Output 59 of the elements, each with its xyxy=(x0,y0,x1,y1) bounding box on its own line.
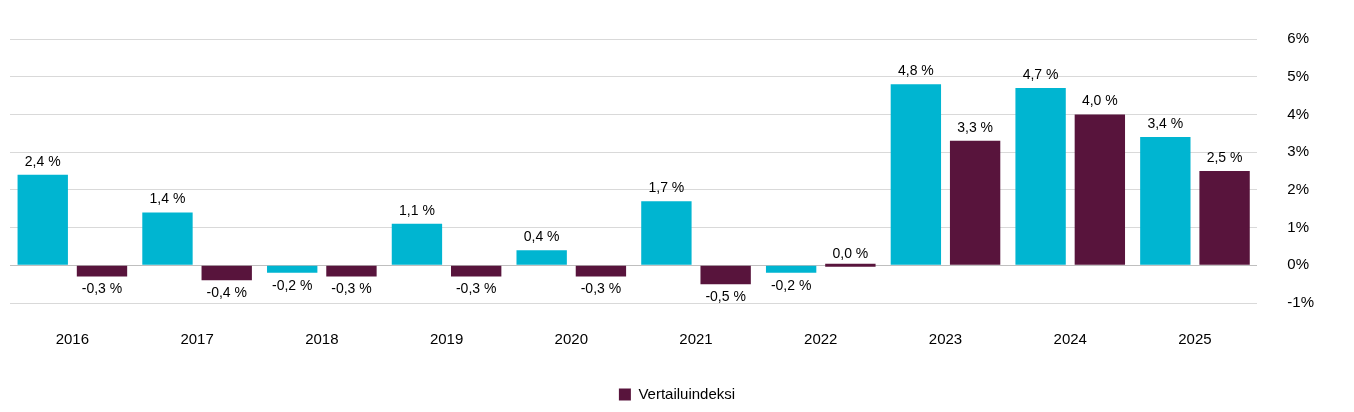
bar xyxy=(641,201,692,265)
y-tick-label: 4% xyxy=(1287,104,1310,122)
bar xyxy=(1199,171,1250,265)
data-label: -0,5 % xyxy=(705,288,746,304)
data-label: 2,4 % xyxy=(24,152,61,169)
bar xyxy=(201,265,252,281)
data-label: 1,1 % xyxy=(399,201,435,218)
data-label: -0,2 % xyxy=(271,276,313,293)
data-label: -0,3 % xyxy=(455,280,497,297)
bar xyxy=(949,140,1001,265)
x-tick-label: 2024 xyxy=(1053,330,1087,348)
x-tick-label: 2017 xyxy=(180,330,214,348)
y-tick-label: -1% xyxy=(1287,293,1315,311)
data-label: 4,7 % xyxy=(1022,65,1059,82)
x-tick-label: 2018 xyxy=(305,330,339,348)
legend-label: Vertailuindeksi xyxy=(638,384,736,402)
bar xyxy=(326,265,377,277)
x-tick-label: 2020 xyxy=(554,330,588,348)
y-tick-label: 2% xyxy=(1287,180,1310,197)
y-tick-label: 5% xyxy=(1287,66,1310,84)
y-tick-label: 0% xyxy=(1287,255,1310,273)
bar xyxy=(142,212,193,265)
bar xyxy=(825,263,876,267)
bar xyxy=(391,223,443,265)
data-label: 1,7 % xyxy=(648,179,685,196)
x-tick-label: 2016 xyxy=(55,330,90,348)
data-label: 0,0 % xyxy=(832,244,869,261)
data-label: -0,2 % xyxy=(770,276,812,293)
bar xyxy=(76,265,128,277)
x-tick-label: 2025 xyxy=(1178,330,1212,348)
y-tick-label: 1% xyxy=(1287,217,1310,235)
x-tick-label: 2023 xyxy=(928,330,963,348)
bar xyxy=(516,250,567,265)
data-label: -0,3 % xyxy=(81,280,123,297)
data-label: -0,4 % xyxy=(206,284,247,301)
data-label: 2,5 % xyxy=(1206,148,1243,165)
data-label: 1,4 % xyxy=(149,190,186,207)
data-label: 4,8 % xyxy=(897,62,934,79)
y-tick-label: 6% xyxy=(1287,29,1310,47)
y-tick-label: 3% xyxy=(1287,142,1310,160)
data-label: 3,4 % xyxy=(1147,114,1184,131)
bar xyxy=(451,265,502,277)
data-label: 0,4 % xyxy=(523,228,560,245)
data-label: 4,0 % xyxy=(1081,92,1118,109)
x-tick-label: 2019 xyxy=(429,330,464,348)
bar xyxy=(17,174,68,265)
bar xyxy=(267,265,318,273)
bar xyxy=(765,265,817,273)
data-label: 3,3 % xyxy=(957,118,994,135)
bar xyxy=(1015,88,1066,265)
data-label: -0,3 % xyxy=(331,280,372,297)
bar xyxy=(1140,137,1191,265)
data-label: -0,3 % xyxy=(580,280,622,297)
bar xyxy=(575,265,627,277)
bar xyxy=(1074,114,1126,265)
bar xyxy=(700,265,751,285)
bar xyxy=(890,84,942,265)
x-tick-label: 2022 xyxy=(804,330,838,348)
x-tick-label: 2021 xyxy=(679,330,713,348)
